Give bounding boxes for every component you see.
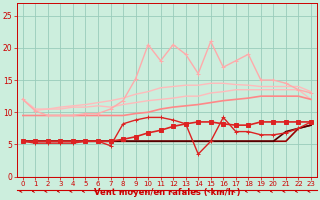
- X-axis label: Vent moyen/en rafales ( km/h ): Vent moyen/en rafales ( km/h ): [94, 188, 240, 197]
